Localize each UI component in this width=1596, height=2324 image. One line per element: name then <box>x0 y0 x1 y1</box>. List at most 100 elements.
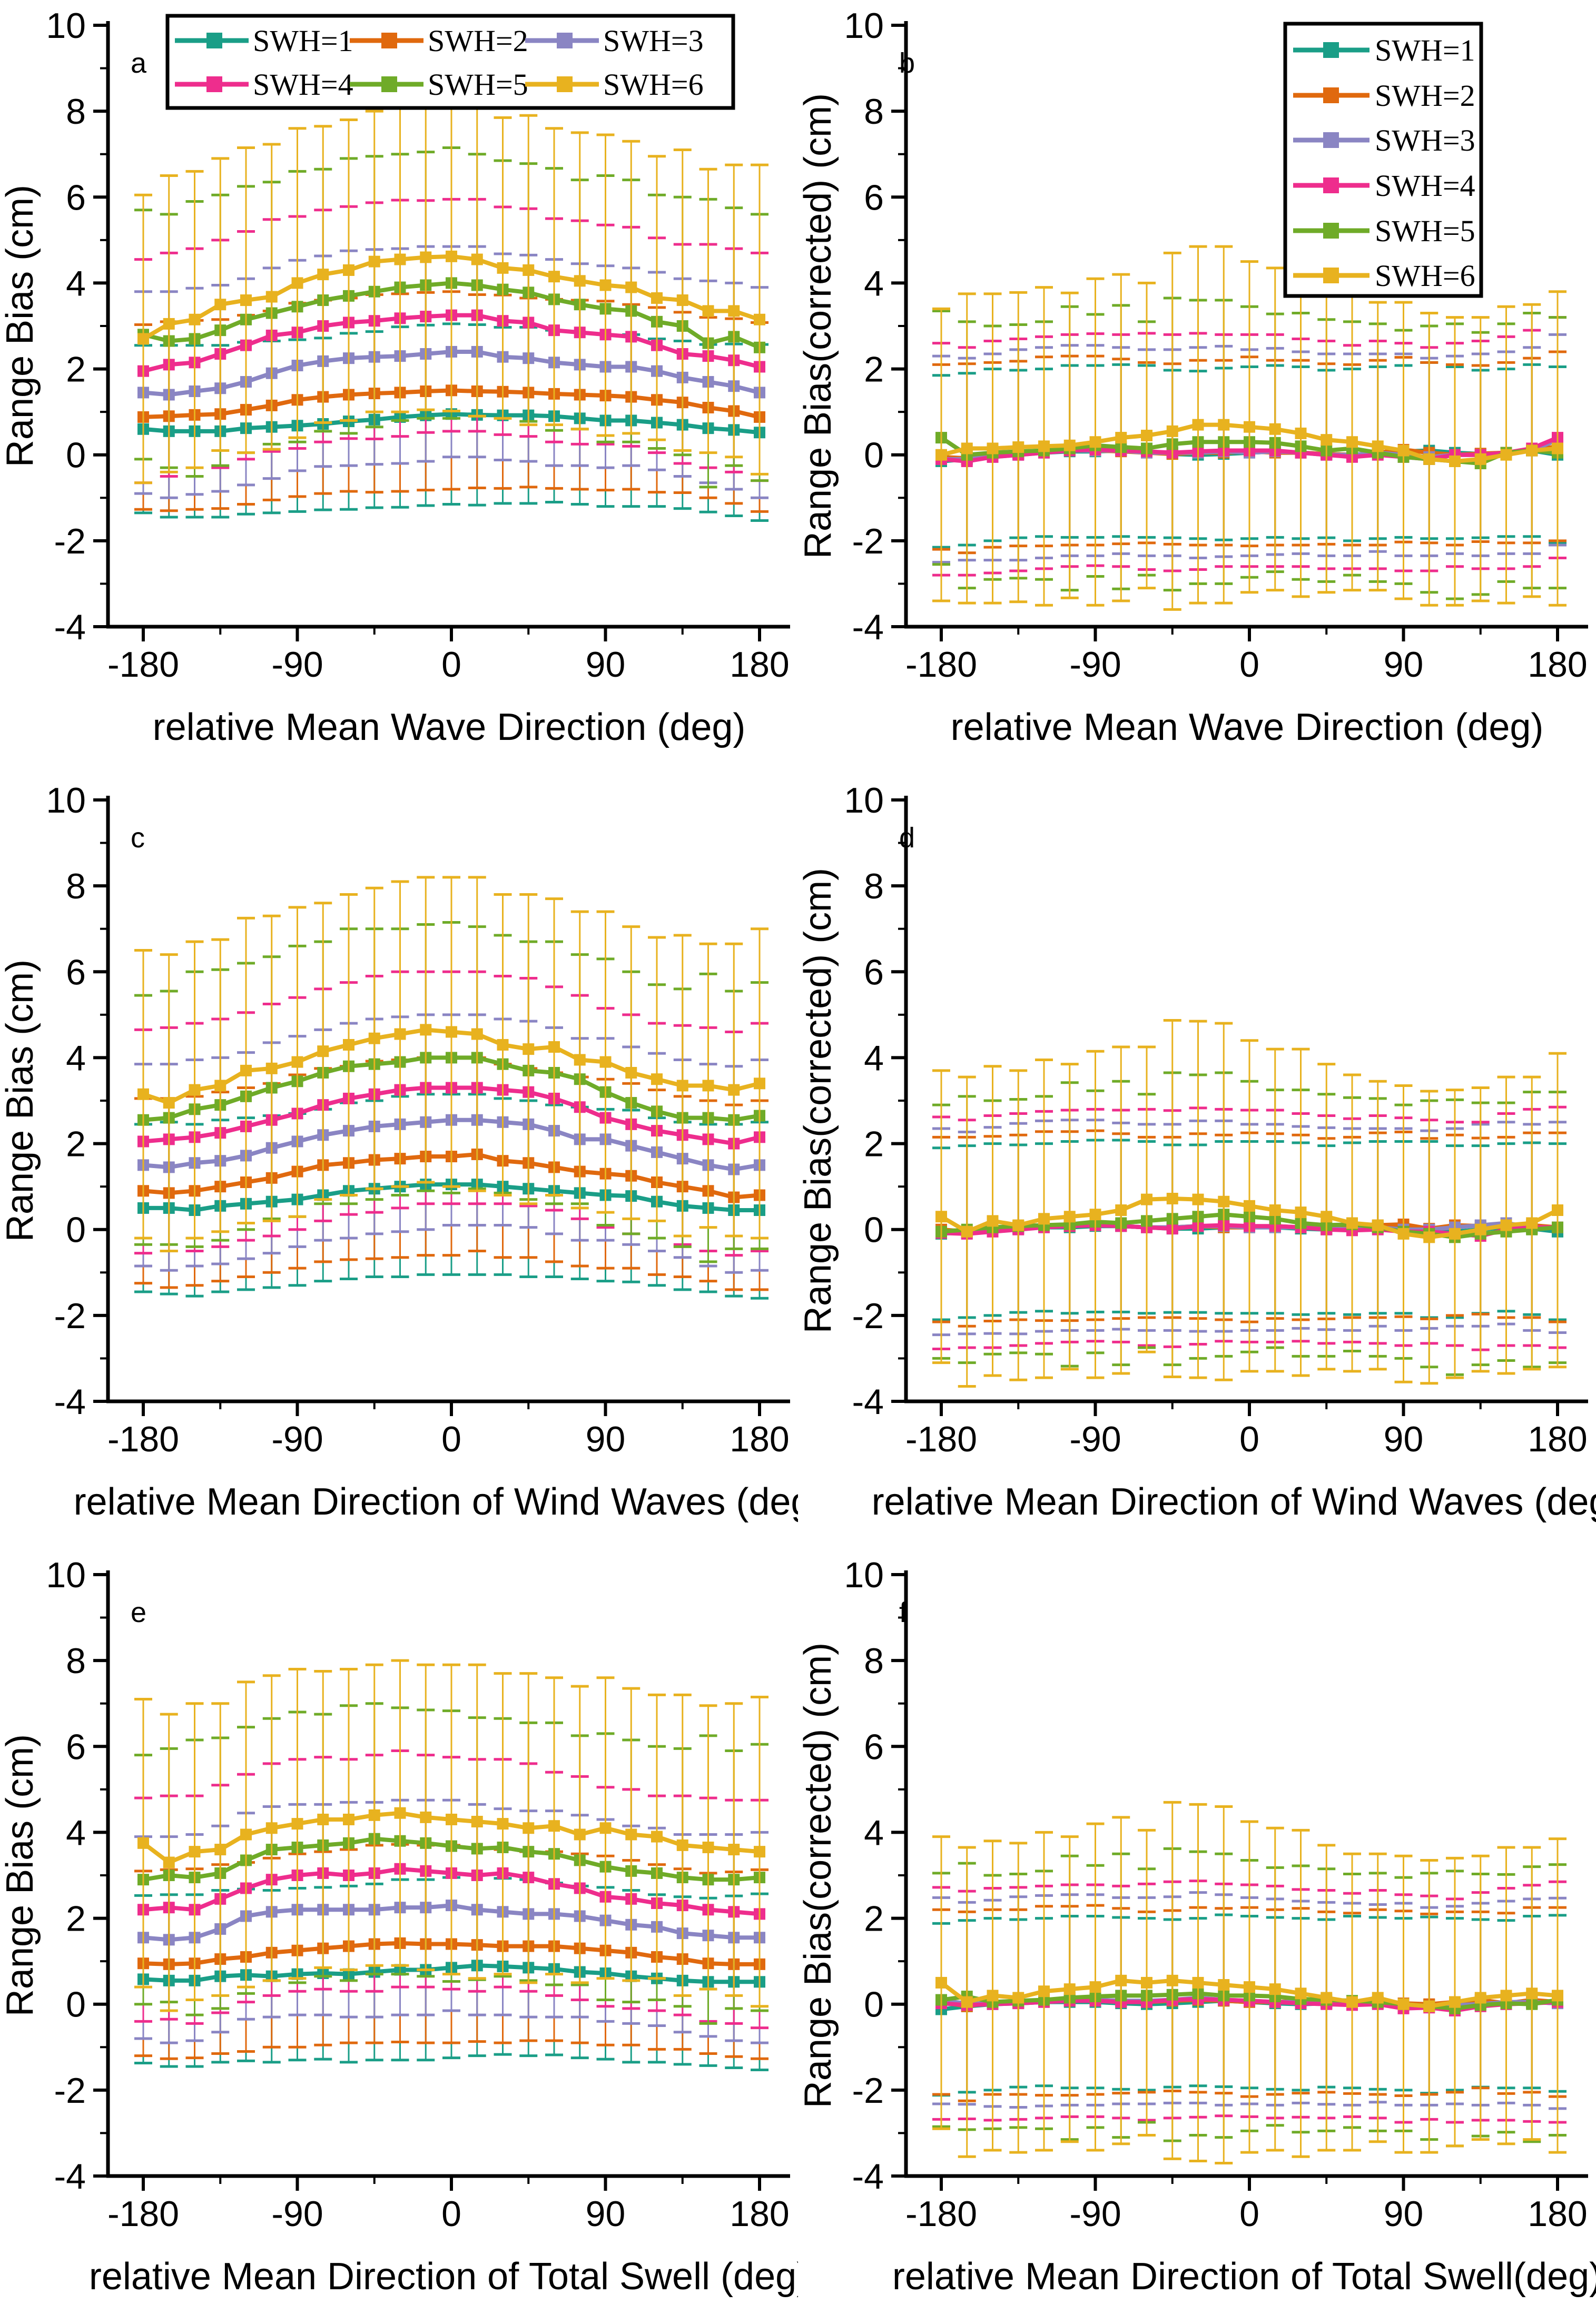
y-tick-label: 8 <box>66 1641 86 1681</box>
data-point <box>625 1828 637 1841</box>
y-tick-label: 0 <box>864 1210 884 1250</box>
x-tick-label: -180 <box>905 2194 977 2234</box>
legend-label: SWH=1 <box>1375 33 1475 67</box>
data-point <box>1474 1992 1486 2004</box>
y-tick-label: -4 <box>852 2157 884 2197</box>
y-tick-label: 0 <box>864 436 884 476</box>
y-tick-label: 8 <box>864 92 884 132</box>
legend-box <box>1283 22 1483 298</box>
y-tick-label: 10 <box>844 6 884 46</box>
data-point <box>394 1807 406 1819</box>
data-point <box>1192 419 1204 431</box>
data-point <box>1372 440 1384 452</box>
data-point <box>1269 1983 1281 1995</box>
data-point <box>935 1211 947 1223</box>
data-point <box>394 1028 406 1040</box>
data-point <box>1295 1987 1307 2000</box>
data-point <box>1397 1228 1410 1240</box>
panel-e: -4 -2 0 2 4 6 8 10 -180 -90 0 90 180 relative Mean Di… <box>0 1549 798 2324</box>
data-point <box>1552 1990 1563 2002</box>
series-SWH=6 <box>932 245 1567 611</box>
data-point <box>420 1811 432 1823</box>
data-point <box>1244 421 1255 433</box>
panel-letter: a <box>131 47 147 79</box>
data-point <box>599 1822 612 1834</box>
data-point <box>987 1215 999 1227</box>
x-tick-label: -180 <box>107 1419 179 1459</box>
y-tick-label: 10 <box>46 1555 86 1595</box>
data-point <box>1012 441 1024 453</box>
data-point <box>676 294 688 306</box>
data-point <box>1166 425 1178 437</box>
data-point <box>1449 1228 1461 1240</box>
y-tick-label: 4 <box>66 263 86 303</box>
data-point <box>1321 1211 1333 1223</box>
data-point <box>1244 1200 1255 1212</box>
y-tick-label: 2 <box>66 350 86 390</box>
legend-item: SWH=5 <box>1293 214 1475 248</box>
data-point <box>754 313 765 325</box>
panel-d-svg: -4 -2 0 2 4 6 8 10 -180 -90 0 90 180 relative Mean Di… <box>798 780 1596 1523</box>
y-tick-label: 10 <box>844 1555 884 1595</box>
data-point <box>1449 1996 1461 2008</box>
data-point <box>987 442 999 454</box>
data-point <box>574 1828 586 1841</box>
x-axis-title: relative Mean Wave Direction (deg) <box>153 706 746 748</box>
y-tick-label: 10 <box>844 780 884 820</box>
data-point <box>676 1839 688 1851</box>
x-tick-label: -180 <box>107 645 179 685</box>
y-axis-title: Range Bias(corrected) (cm) <box>798 1643 839 2108</box>
legend-label: SWH=5 <box>428 67 528 102</box>
data-point <box>497 1039 509 1051</box>
legend-item: SWH=4 <box>1293 169 1475 203</box>
data-point <box>394 253 406 265</box>
x-axis-title: relative Mean Direction of Wind Waves (d… <box>872 1481 1596 1523</box>
y-axis-title: Range Bias(corrected) (cm) <box>798 93 839 559</box>
legend-label: SWH=1 <box>253 24 353 58</box>
data-point <box>935 449 947 461</box>
y-tick-label: 2 <box>864 350 884 390</box>
panel-c-svg: -4 -2 0 2 4 6 8 10 -180 -90 0 90 180 relative Mean Di… <box>0 780 798 1523</box>
data-point <box>1552 1204 1563 1217</box>
data-point <box>1038 1213 1050 1225</box>
y-tick-label: -2 <box>852 1296 884 1336</box>
data-point <box>137 333 149 345</box>
data-point <box>1192 1193 1204 1205</box>
data-point <box>676 1080 688 1092</box>
y-axis-title: Range Bias(corrected) (cm) <box>798 868 839 1333</box>
legend-marker <box>1323 87 1339 103</box>
y-tick-label: 6 <box>66 1727 86 1767</box>
x-tick-label: -180 <box>905 1419 977 1459</box>
x-tick-label: 90 <box>1384 1419 1424 1459</box>
data-point <box>1141 1193 1152 1205</box>
legend-label: SWH=5 <box>1375 214 1475 248</box>
data-point <box>265 1822 278 1834</box>
data-point <box>317 1045 329 1057</box>
data-point <box>1192 1976 1204 1989</box>
data-point <box>497 1818 509 1830</box>
x-axis-title: relative Mean Direction of Total Swell(d… <box>892 2256 1596 2298</box>
y-tick-label: -2 <box>852 2071 884 2111</box>
x-tick-label: -180 <box>905 645 977 685</box>
data-point <box>1295 1206 1307 1219</box>
x-tick-label: 180 <box>1528 645 1587 685</box>
panel-b-svg: -4 -2 0 2 4 6 8 10 -180 -90 0 90 180 relative Mean Wa… <box>798 6 1588 748</box>
data-point <box>317 269 329 281</box>
y-tick-label: 6 <box>864 952 884 992</box>
panel-letter: f <box>899 1597 908 1628</box>
panel-letter: e <box>131 1597 146 1628</box>
x-tick-label: 0 <box>1239 1419 1259 1459</box>
y-tick-label: -2 <box>54 2071 86 2111</box>
data-point <box>1115 1974 1127 1986</box>
data-point <box>240 1828 252 1841</box>
data-point <box>163 1097 175 1109</box>
data-point <box>214 1844 226 1856</box>
legend-label: SWH=6 <box>603 67 704 102</box>
y-tick-label: -4 <box>54 607 86 647</box>
y-tick-label: 4 <box>864 263 884 303</box>
x-axis-title: relative Mean Direction of Total Swell (… <box>89 2256 798 2298</box>
data-point <box>625 1066 637 1079</box>
data-point <box>1372 1219 1384 1231</box>
data-point <box>1397 444 1410 457</box>
